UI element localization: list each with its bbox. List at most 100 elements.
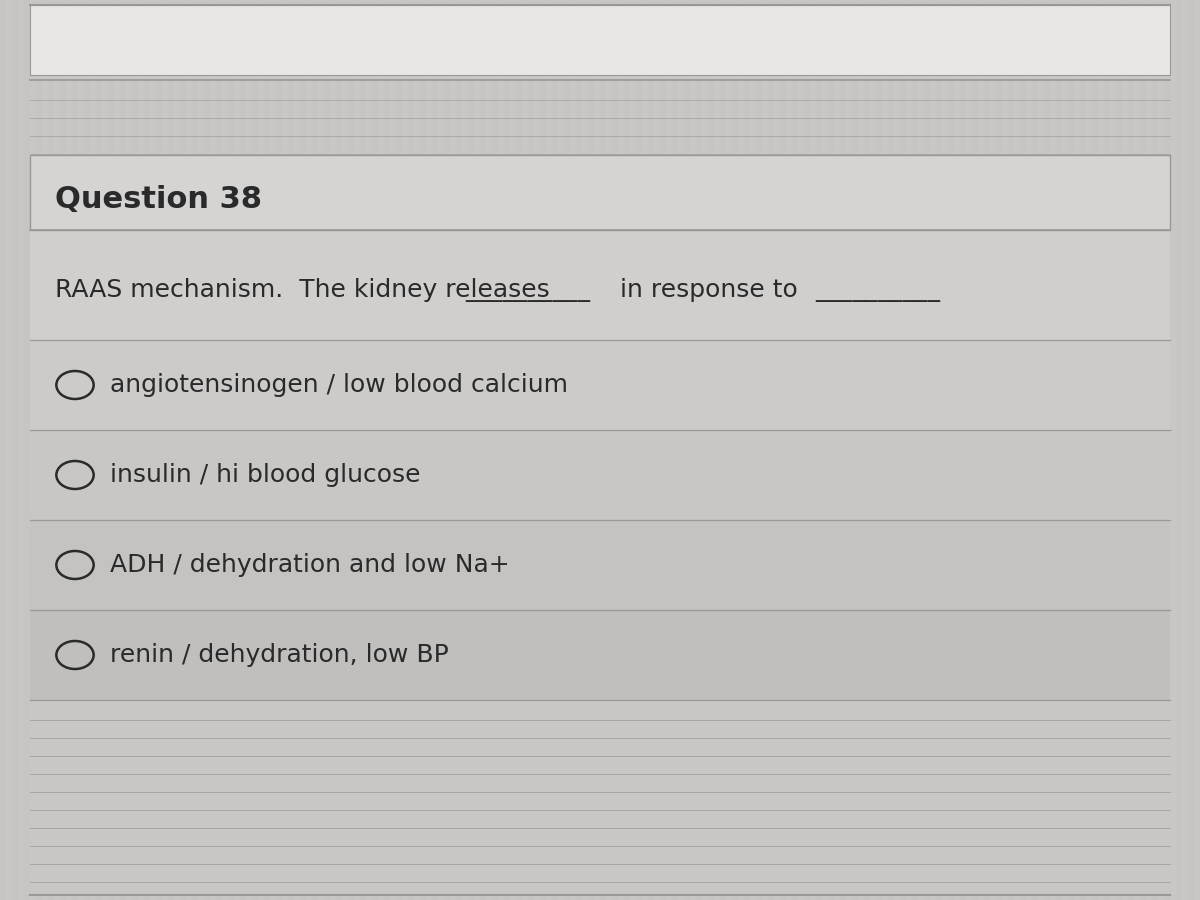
Text: insulin / hi blood glucose: insulin / hi blood glucose [110,463,420,487]
Bar [852,0,858,900]
Bar [228,0,234,900]
Bar [996,0,1002,900]
Bar [1164,0,1170,900]
Bar [480,0,486,900]
Bar [84,0,90,900]
Bar [156,0,162,900]
Bar [612,0,618,900]
Bar [276,0,282,900]
Bar [132,0,138,900]
Bar [396,0,402,900]
Bar [420,0,426,900]
Bar [180,0,186,900]
Bar [300,0,306,900]
Bar [216,0,222,900]
Bar [840,0,846,900]
Bar [408,0,414,900]
Text: in response to: in response to [620,278,798,302]
Bar [924,0,930,900]
Bar [696,0,702,900]
Bar [708,0,714,900]
Bar [660,0,666,900]
Bar [1068,0,1074,900]
Bar [108,0,114,900]
Bar [1056,0,1062,900]
Bar [36,0,42,900]
Bar [1008,0,1014,900]
Bar [600,0,606,900]
Text: __________: __________ [815,278,940,302]
Bar [528,0,534,900]
Bar [576,0,582,900]
Bar [732,0,738,900]
Bar [336,0,342,900]
Bar [30,610,1170,700]
Bar [684,0,690,900]
Bar [30,520,1170,610]
Text: RAAS mechanism.  The kidney releases: RAAS mechanism. The kidney releases [55,278,550,302]
Bar [876,0,882,900]
Bar [24,0,30,900]
Bar [1044,0,1050,900]
Bar [564,0,570,900]
Bar [984,0,990,900]
Bar [516,0,522,900]
Bar [900,0,906,900]
Bar [30,700,1170,895]
Bar [1140,0,1146,900]
Bar [756,0,762,900]
Bar [30,430,1170,520]
Bar [204,0,210,900]
Bar [792,0,798,900]
Bar [192,0,198,900]
Bar [30,340,1170,430]
Text: ADH / dehydration and low Na+: ADH / dehydration and low Na+ [110,553,510,577]
Bar [588,0,594,900]
Bar [888,0,894,900]
Bar [168,0,174,900]
Bar [1104,0,1110,900]
Bar [768,0,774,900]
Bar [432,0,438,900]
Bar [348,0,354,900]
Bar [312,0,318,900]
Bar [828,0,834,900]
Bar [48,0,54,900]
Bar [1176,0,1182,900]
Bar [288,0,294,900]
Bar [30,5,1170,75]
Bar [648,0,654,900]
Bar [1152,0,1158,900]
Bar [1032,0,1038,900]
Bar [60,0,66,900]
Bar [30,155,1170,230]
Bar [12,0,18,900]
Text: renin / dehydration, low BP: renin / dehydration, low BP [110,643,449,667]
Bar [1128,0,1134,900]
Bar [672,0,678,900]
Bar [1020,0,1026,900]
Bar [360,0,366,900]
Bar [240,0,246,900]
Text: __________: __________ [466,278,590,302]
Bar [540,0,546,900]
Bar [864,0,870,900]
Bar [1116,0,1122,900]
Bar [1188,0,1194,900]
Text: Question 38: Question 38 [55,185,262,214]
Bar [456,0,462,900]
Bar [1080,0,1086,900]
Bar [0,0,6,900]
Bar [96,0,102,900]
Bar [144,0,150,900]
Bar [120,0,126,900]
Bar [744,0,750,900]
Bar [384,0,390,900]
Bar [624,0,630,900]
Bar [912,0,918,900]
Bar [252,0,258,900]
Bar [444,0,450,900]
Bar [324,0,330,900]
Bar [1092,0,1098,900]
Text: angiotensinogen / low blood calcium: angiotensinogen / low blood calcium [110,373,568,397]
